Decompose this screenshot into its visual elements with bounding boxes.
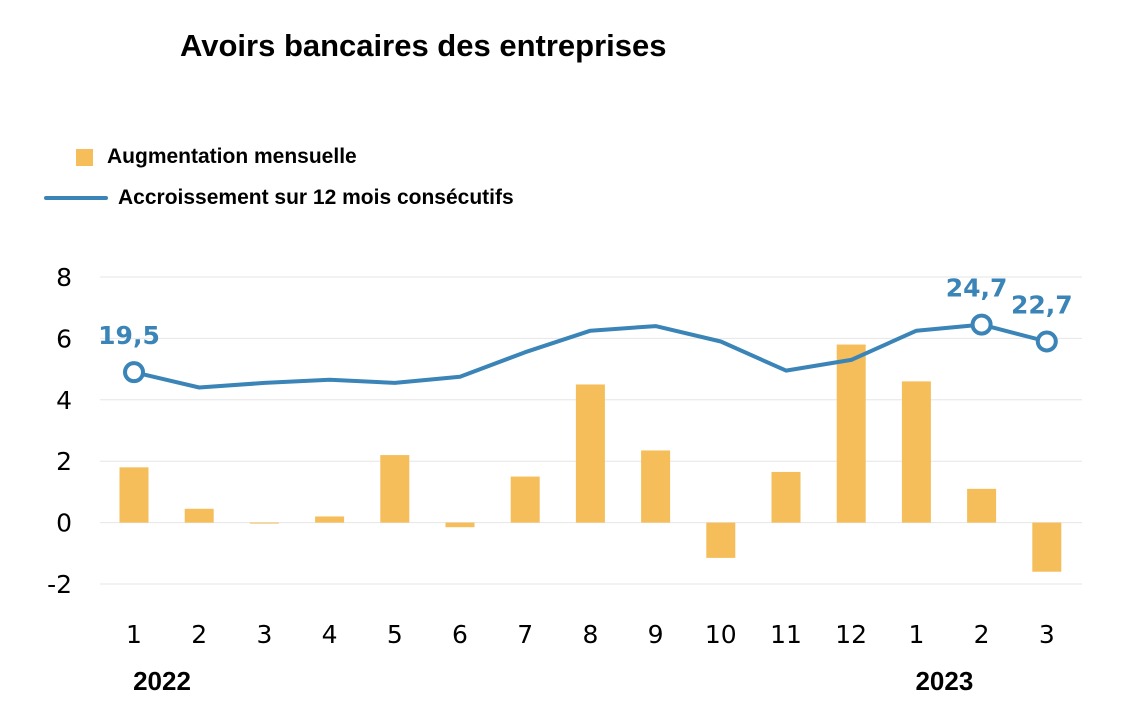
y-tick-label: 2 bbox=[56, 447, 72, 476]
x-tick-label: 6 bbox=[452, 620, 468, 649]
x-tick-label: 11 bbox=[770, 620, 802, 649]
x-tick-label: 1 bbox=[908, 620, 924, 649]
x-tick-label: 3 bbox=[1039, 620, 1055, 649]
line-marker bbox=[970, 313, 993, 336]
legend-bar-swatch bbox=[76, 148, 93, 166]
line-series bbox=[132, 322, 1049, 390]
x-tick-label: 12 bbox=[835, 620, 867, 649]
line-marker bbox=[123, 361, 145, 384]
x-tick-label: 1 bbox=[126, 620, 142, 649]
bar bbox=[380, 455, 410, 523]
x-tick-label: 10 bbox=[705, 620, 737, 649]
legend-label-bars: Augmentation mensuelle bbox=[107, 145, 357, 168]
legend-item-bars: Augmentation mensuelle bbox=[44, 143, 357, 171]
bar bbox=[901, 381, 931, 523]
bar bbox=[315, 516, 345, 523]
x-tick-label: 2 bbox=[974, 620, 990, 649]
x-tick-label: 5 bbox=[387, 620, 403, 649]
x-tick-label: 2 bbox=[191, 620, 207, 649]
y-tick-label: 0 bbox=[56, 509, 72, 538]
bar bbox=[510, 476, 540, 523]
bar bbox=[641, 450, 671, 523]
legend-item-line: Accroissement sur 12 mois consécutifs bbox=[44, 184, 514, 212]
data-label: 22,7 bbox=[1011, 290, 1073, 319]
bar bbox=[706, 522, 736, 558]
y-tick-label: -2 bbox=[47, 570, 72, 599]
x-tick-label: 7 bbox=[517, 620, 533, 649]
year-label: 2023 bbox=[915, 666, 973, 696]
bar bbox=[184, 508, 214, 523]
x-tick-label: 9 bbox=[648, 620, 664, 649]
line-marker bbox=[1035, 330, 1058, 353]
y-tick-label: 6 bbox=[56, 324, 72, 353]
bar bbox=[771, 471, 801, 523]
bar bbox=[249, 522, 279, 524]
bar bbox=[575, 384, 605, 523]
x-tick-label: 3 bbox=[256, 620, 272, 649]
bar bbox=[1032, 522, 1062, 572]
chart-title: Avoirs bancaires des entreprises bbox=[180, 28, 667, 63]
y-tick-label: 8 bbox=[56, 263, 72, 292]
bar bbox=[445, 522, 475, 528]
legend-line-swatch bbox=[44, 196, 108, 200]
x-tick-label: 4 bbox=[322, 620, 338, 649]
bar bbox=[967, 488, 997, 523]
bar bbox=[836, 344, 866, 523]
bar bbox=[119, 467, 149, 523]
y-tick-label: 4 bbox=[56, 386, 72, 415]
x-tick-label: 8 bbox=[582, 620, 598, 649]
data-label: 19,5 bbox=[98, 321, 160, 350]
legend-label-line: Accroissement sur 12 mois consécutifs bbox=[118, 186, 514, 209]
data-label: 24,7 bbox=[946, 274, 1008, 303]
year-label: 2022 bbox=[133, 666, 191, 696]
